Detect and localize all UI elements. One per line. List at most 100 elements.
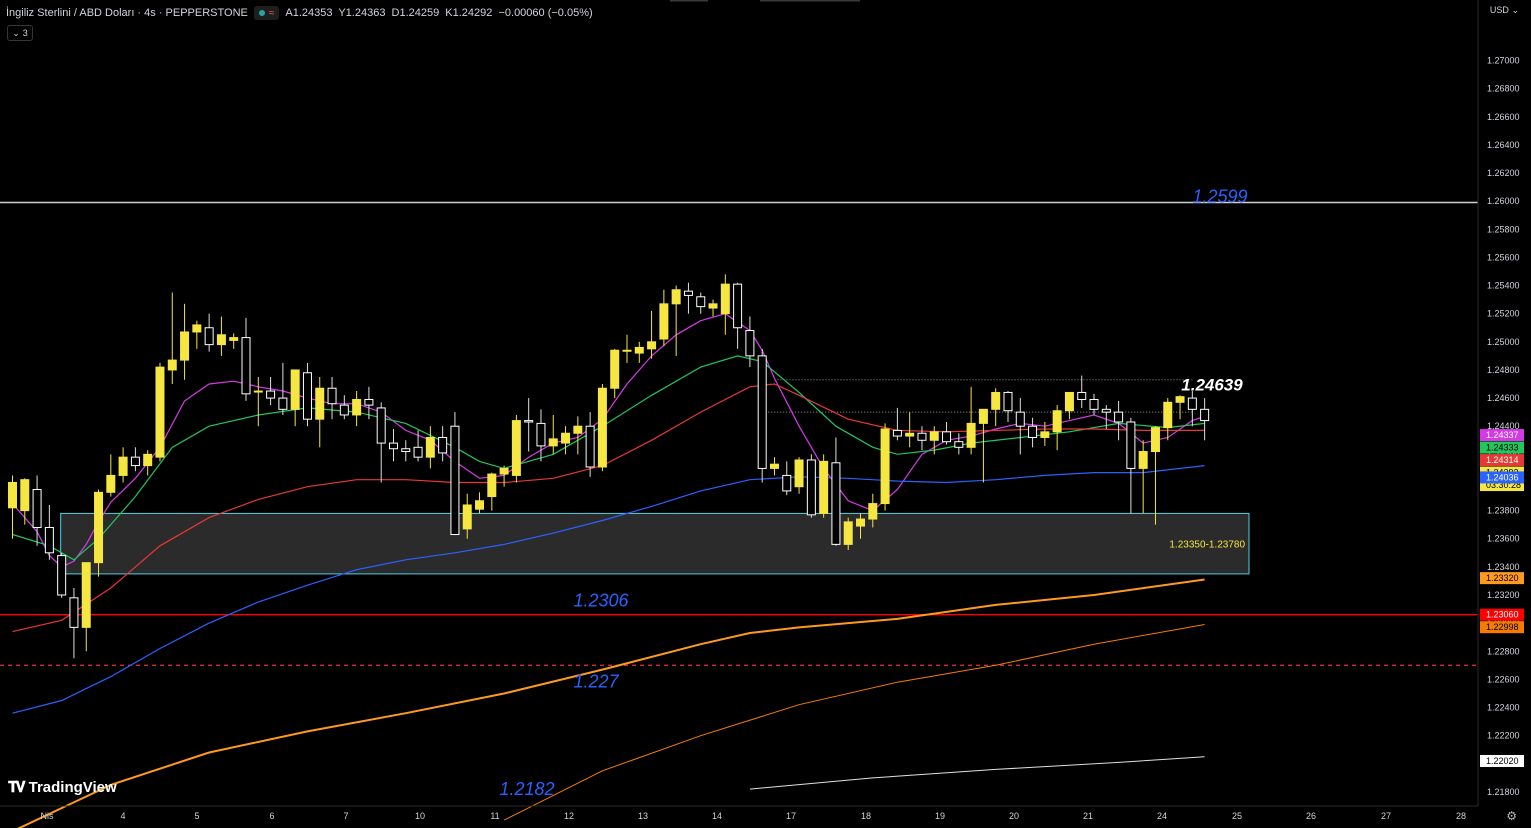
price-tick-label: 1.21800 [1487,787,1520,797]
candle-body [290,369,300,410]
candle-body [1114,411,1124,423]
candle-body [745,330,755,357]
candle-body [204,327,214,346]
candle-body [253,390,263,393]
candle-body [659,303,669,340]
time-tick-label: 6 [269,811,274,821]
support-zone [60,512,1250,575]
price-tick-label: 1.23600 [1487,534,1520,544]
currency-label: USD [1489,5,1509,15]
price-tick-label: 1.25000 [1487,337,1520,347]
candle-body [487,473,497,498]
price-tick-label: 1.23200 [1487,590,1520,600]
indicators-toggle[interactable]: ⌄ 3 [7,25,33,41]
price-tick-label: 1.26200 [1487,168,1520,178]
price-tick-label: 1.25200 [1487,309,1520,319]
chevron-down-icon: ⌄ [12,27,20,38]
candle-body [1028,425,1038,438]
price-tick-label: 1.23400 [1487,562,1520,572]
candle-body [475,500,485,510]
candle-body [966,422,976,448]
tradingview-logo[interactable]: 𝐓𝐕 TradingView [8,779,117,796]
time-tick-label: 12 [564,811,574,821]
candle-body [57,555,67,596]
candle-body [794,459,804,488]
candle-body [241,337,251,395]
candle-body [647,341,657,350]
candle-body [733,283,743,329]
low-value: D1.24259 [391,7,440,19]
hline-label: 1.2182 [499,779,554,799]
candle-body [573,425,583,434]
candle-body [339,404,349,416]
candle-body [782,474,792,492]
candle-body [216,334,226,346]
brand-name: TradingView [28,779,117,796]
candle-body [511,420,521,476]
price-tick-label: 1.24400 [1487,421,1520,431]
candle-body [991,391,1001,410]
currency-selector[interactable]: USD ⌄ [1490,5,1519,16]
candle-body [1187,397,1197,410]
price-badge [1480,429,1524,442]
candle-body [1200,408,1210,422]
time-tick-label: 25 [1232,811,1242,821]
price-badge [1480,441,1524,454]
time-tick-label: 18 [861,811,871,821]
candle-body [1101,408,1111,413]
price-badge [1480,572,1524,585]
candle-body [868,503,878,520]
price-badge-label: 1.24314 [1486,455,1519,465]
candle-body [364,398,374,406]
chevron-down-icon: ⌄ [1511,5,1519,15]
time-tick-label: 24 [1157,811,1167,821]
candle-body [917,432,927,441]
price-tick-label: 1.26400 [1487,140,1520,150]
candle-body [81,562,91,628]
candle-body [94,491,104,564]
candle-body [1150,427,1160,453]
candle-body [942,431,952,443]
price-badge-label: 1.23320 [1486,573,1519,583]
candle-body [769,463,779,469]
symbol-title[interactable]: İngiliz Sterlini / ABD Doları · 4s · PEP… [6,7,248,19]
candle-body [843,521,853,545]
price-tick-label: 1.26800 [1487,84,1520,94]
indicator-count: 3 [22,28,28,38]
price-tick-label: 1.25800 [1487,224,1520,234]
candle-body [561,432,571,444]
price-tick-label: 1.25600 [1487,252,1520,262]
hline-label: 1.2306 [573,591,629,611]
candle-body [180,331,190,361]
candle-body [806,459,816,516]
time-tick-label: 5 [194,811,199,821]
plot-background [0,0,1478,806]
candle-body [8,481,17,509]
candle-body [20,479,30,512]
time-tick-label: 11 [490,811,499,821]
candle-body [683,290,693,296]
candle-body [536,422,546,447]
price-badge [1480,471,1524,484]
price-badge [1480,754,1524,767]
candle-body [1089,398,1099,410]
candle-body [302,372,312,420]
price-tick-label: 1.22800 [1487,646,1520,656]
candle-body [1064,391,1074,412]
price-badge [1480,608,1524,621]
gear-icon[interactable]: ⚙ [1506,809,1517,823]
candle-body [1175,396,1185,403]
change-value: −0.00060 (−0.05%) [498,7,593,19]
candle-body [229,337,239,341]
market-status-pill[interactable]: ≈ [253,6,280,20]
scroll-indicator [670,0,708,2]
candle-body [905,432,915,437]
candle-body [155,366,165,458]
candle-body [413,446,423,458]
candle-body [708,303,718,309]
price-badge-label: 1.24333 [1486,443,1519,453]
price-tick-label: 1.22200 [1487,731,1520,741]
time-tick-label: 26 [1306,811,1316,821]
price-annotation: 1.24639 [1181,375,1243,394]
